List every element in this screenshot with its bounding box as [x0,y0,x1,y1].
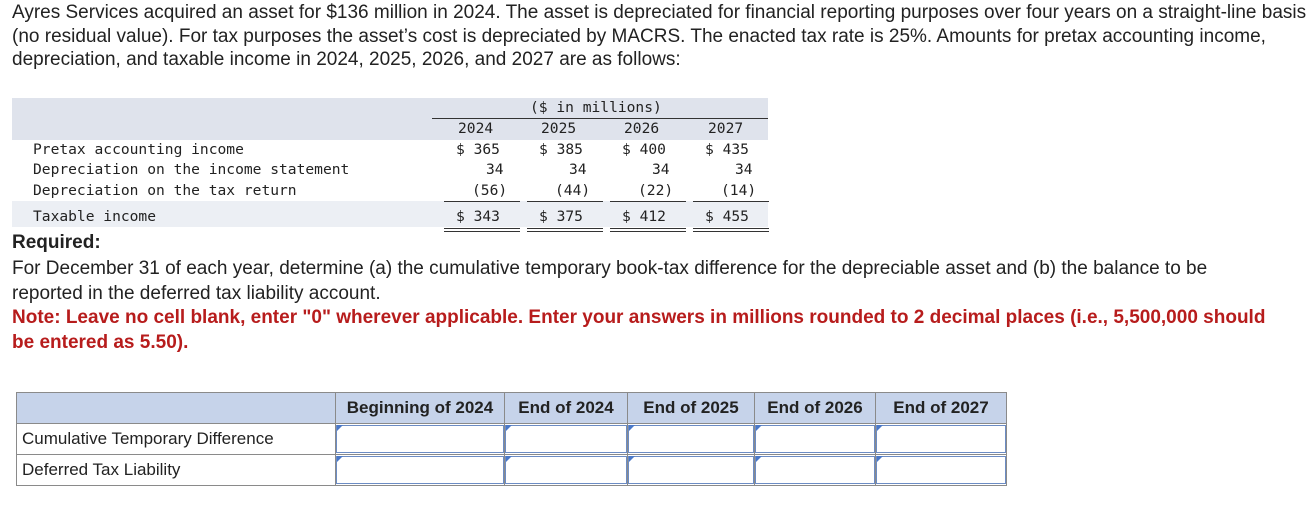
col-header-beginning-2024: Beginning of 2024 [335,392,505,424]
row-label-taxable-income: Taxable income [33,208,157,225]
deferred-tax-input-end-2027[interactable] [876,456,1006,484]
table-cell: (56) [472,182,508,199]
col-header-end-2026: End of 2026 [754,392,876,424]
required-text: For December 31 of each year, determine … [12,258,1208,304]
table-cell: $ 412 [622,208,666,225]
row-label-deferred-tax-liability: Deferred Tax Liability [16,454,336,486]
col-header-end-2027: End of 2027 [875,392,1007,424]
table-cell: 34 [569,161,587,178]
table-cell: 34 [486,161,504,178]
answer-header-row: Beginning of 2024 End of 2024 End of 202… [16,392,1007,424]
required-heading: Required: [12,232,101,253]
problem-intro: Ayres Services acquired an asset for $13… [12,2,1307,70]
year-header-2025: 2025 [541,120,577,137]
table-cell: (44) [555,182,591,199]
cumulative-difference-input-end-2025[interactable] [628,425,754,453]
table-cell: $ 365 [456,141,500,158]
cumulative-difference-input-end-2024[interactable] [505,425,627,453]
cumulative-difference-input-end-2026[interactable] [755,425,875,453]
year-header-2026: 2026 [624,120,660,137]
deferred-tax-input-end-2025[interactable] [628,456,754,484]
table-cell: $ 375 [539,208,583,225]
table-cell: $ 343 [456,208,500,225]
table-cell: $ 455 [705,208,749,225]
row-label-pretax: Pretax accounting income [33,141,244,158]
table-cell: $ 435 [705,141,749,158]
table-cell: $ 400 [622,141,666,158]
table-cell: (14) [721,182,757,199]
cumulative-difference-input-end-2027[interactable] [876,425,1006,453]
taxable-band [12,201,768,227]
year-header-2027: 2027 [708,120,744,137]
corner-cell [16,392,336,424]
answer-row-cumulative: Cumulative Temporary Difference [16,423,1007,455]
deferred-tax-input-end-2024[interactable] [505,456,627,484]
row-label-book-depreciation: Depreciation on the income statement [33,161,350,178]
table-cell: (22) [638,182,674,199]
header-band [12,98,768,140]
answer-table: Beginning of 2024 End of 2024 End of 202… [16,392,1007,486]
unit-header: ($ in millions) [530,99,662,116]
deferred-tax-input-end-2026[interactable] [755,456,875,484]
col-header-end-2025: End of 2025 [627,392,755,424]
table-cell: 34 [735,161,753,178]
deferred-tax-input-beginning-2024[interactable] [336,456,504,484]
col-header-end-2024: End of 2024 [504,392,628,424]
row-label-tax-depreciation: Depreciation on the tax return [33,182,297,199]
note-text: Note: Leave no cell blank, enter "0" whe… [12,307,1266,353]
year-header-2024: 2024 [458,120,494,137]
table-cell: $ 385 [539,141,583,158]
row-label-cumulative-difference: Cumulative Temporary Difference [16,423,336,455]
answer-row-deferred-tax: Deferred Tax Liability [16,454,1007,486]
table-cell: 34 [652,161,670,178]
cumulative-difference-input-beginning-2024[interactable] [336,425,504,453]
